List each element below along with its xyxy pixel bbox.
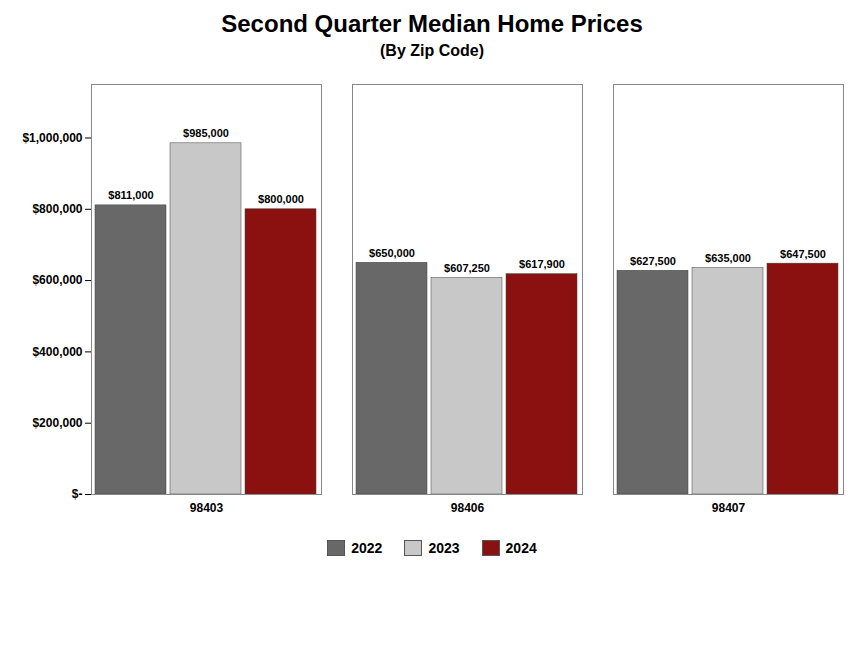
html-text:(By Zip Code): (By Zip Code) bbox=[380, 42, 484, 59]
svg-text:$200,000: $200,000 bbox=[32, 416, 82, 430]
html-text:2024: 2024 bbox=[505, 540, 537, 556]
html-text:2022: 2022 bbox=[351, 540, 383, 556]
html-text:Second Quarter Median Home Pri: Second Quarter Median Home Prices bbox=[221, 10, 643, 37]
svg-text:$-: $- bbox=[72, 487, 83, 501]
svg-text:$400,000: $400,000 bbox=[32, 345, 82, 359]
svg-text:$1,000,000: $1,000,000 bbox=[22, 131, 82, 145]
svg-text:$811,000: $811,000 bbox=[108, 189, 153, 201]
html-text:2023: 2023 bbox=[428, 540, 460, 556]
svg-text:$800,000: $800,000 bbox=[258, 193, 304, 205]
svg-text:98403: 98403 bbox=[190, 501, 224, 515]
svg-text:$600,000: $600,000 bbox=[32, 273, 82, 287]
svg-text:$635,000: $635,000 bbox=[705, 252, 751, 264]
svg-text:$627,500: $627,500 bbox=[630, 255, 676, 267]
svg-text:$647,500: $647,500 bbox=[780, 248, 826, 260]
svg-text:$617,900: $617,900 bbox=[519, 258, 565, 270]
svg-text:98406: 98406 bbox=[451, 501, 485, 515]
svg-text:$650,000: $650,000 bbox=[369, 247, 415, 259]
svg-text:$607,250: $607,250 bbox=[444, 262, 490, 274]
svg-text:$800,000: $800,000 bbox=[32, 202, 82, 216]
svg-text:98407: 98407 bbox=[712, 501, 746, 515]
svg-text:$985,000: $985,000 bbox=[183, 127, 229, 139]
